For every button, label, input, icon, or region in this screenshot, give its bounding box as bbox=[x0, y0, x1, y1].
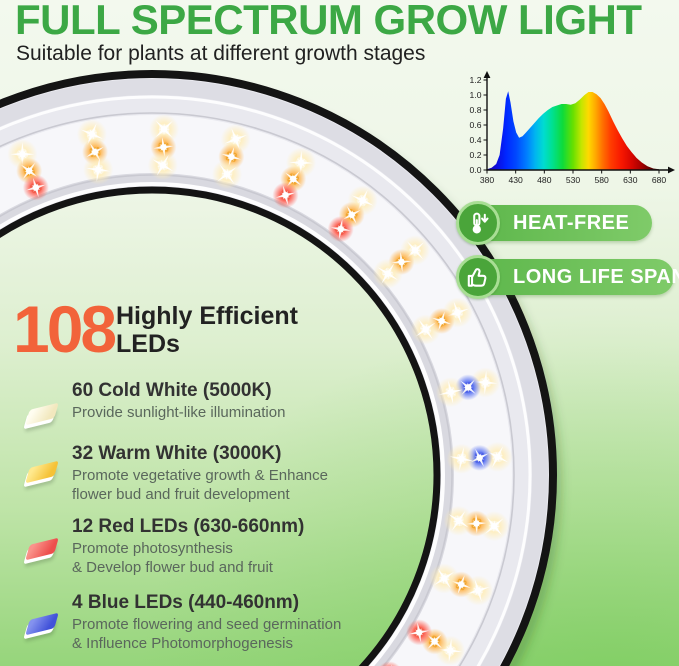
led-type-heading: 12 Red LEDs (630-660nm) bbox=[72, 516, 305, 537]
led-type-description: Promote flowering and seed germination &… bbox=[72, 616, 342, 652]
svg-text:630: 630 bbox=[623, 175, 638, 185]
cold-white-led-chip-icon bbox=[21, 398, 67, 436]
spectrum-curve bbox=[487, 91, 659, 170]
page-subtitle: Suitable for plants at different growth … bbox=[16, 42, 426, 65]
blue-led-chip-icon bbox=[21, 608, 67, 646]
svg-text:0.6: 0.6 bbox=[470, 120, 482, 130]
white-led bbox=[435, 377, 466, 408]
svg-text:0.8: 0.8 bbox=[470, 105, 482, 115]
svg-text:530: 530 bbox=[566, 175, 581, 185]
thumbs-up-icon bbox=[456, 255, 500, 299]
led-count-label: Highly Efficient LEDs bbox=[116, 302, 298, 358]
led-type-heading: 32 Warm White (3000K) bbox=[72, 443, 282, 464]
svg-text:0.0: 0.0 bbox=[470, 165, 482, 175]
y-axis-arrow-icon bbox=[483, 71, 491, 78]
white-led bbox=[410, 314, 441, 345]
led-type-description: Promote vegetative growth & Enhance flow… bbox=[72, 467, 328, 503]
white-led bbox=[83, 154, 114, 185]
white-led bbox=[211, 159, 242, 190]
svg-text:430: 430 bbox=[508, 175, 523, 185]
amber-led bbox=[218, 143, 245, 170]
svg-text:1.2: 1.2 bbox=[470, 75, 482, 85]
led-type-description: Provide sunlight-like illumination bbox=[72, 404, 286, 421]
white-led bbox=[443, 505, 474, 536]
ring-leds bbox=[7, 114, 513, 666]
badge-label: LONG LIFE SPAN bbox=[513, 265, 679, 288]
white-led bbox=[429, 563, 460, 594]
page-title: FULL SPECTRUM GROW LIGHT bbox=[15, 0, 642, 43]
red-led bbox=[406, 619, 433, 646]
red-led bbox=[272, 182, 299, 209]
x-axis-arrow-icon bbox=[668, 166, 675, 174]
led-type-heading: 60 Cold White (5000K) bbox=[72, 380, 272, 401]
white-led bbox=[446, 443, 477, 474]
svg-text:1.0: 1.0 bbox=[470, 90, 482, 100]
red-led-chip-icon bbox=[21, 533, 67, 571]
warm-white-led-chip-icon bbox=[21, 456, 67, 494]
svg-text:0.4: 0.4 bbox=[470, 135, 482, 145]
long-life-span-badge: LONG LIFE SPAN bbox=[456, 255, 679, 299]
red-led bbox=[22, 174, 49, 201]
chart-tick-labels: 380 430 480 530 580 630 680 0.0 0.2 0.4 0.6 0.8 1.0 1… bbox=[470, 75, 667, 185]
svg-text:480: 480 bbox=[537, 175, 552, 185]
badge-label: HEAT-FREE bbox=[513, 211, 630, 234]
led-type-description: Promote photosynthesis & Develop flower … bbox=[72, 540, 273, 576]
heat-free-badge: HEAT-FREE bbox=[456, 201, 652, 245]
svg-text:0.2: 0.2 bbox=[470, 150, 482, 160]
red-led bbox=[327, 216, 354, 243]
svg-text:680: 680 bbox=[652, 175, 667, 185]
svg-text:580: 580 bbox=[594, 175, 609, 185]
white-led bbox=[372, 258, 403, 289]
thermometer-down-icon bbox=[456, 201, 500, 245]
led-type-heading: 4 Blue LEDs (440-460nm) bbox=[72, 592, 300, 613]
spectrum-chart: 380 430 480 530 580 630 680 0.0 0.2 0.4 0.6 0.8 1.0 1… bbox=[470, 71, 675, 185]
white-led bbox=[147, 150, 178, 181]
svg-text:380: 380 bbox=[480, 175, 495, 185]
led-count: 108 bbox=[13, 292, 117, 366]
badge-pill bbox=[466, 259, 674, 295]
